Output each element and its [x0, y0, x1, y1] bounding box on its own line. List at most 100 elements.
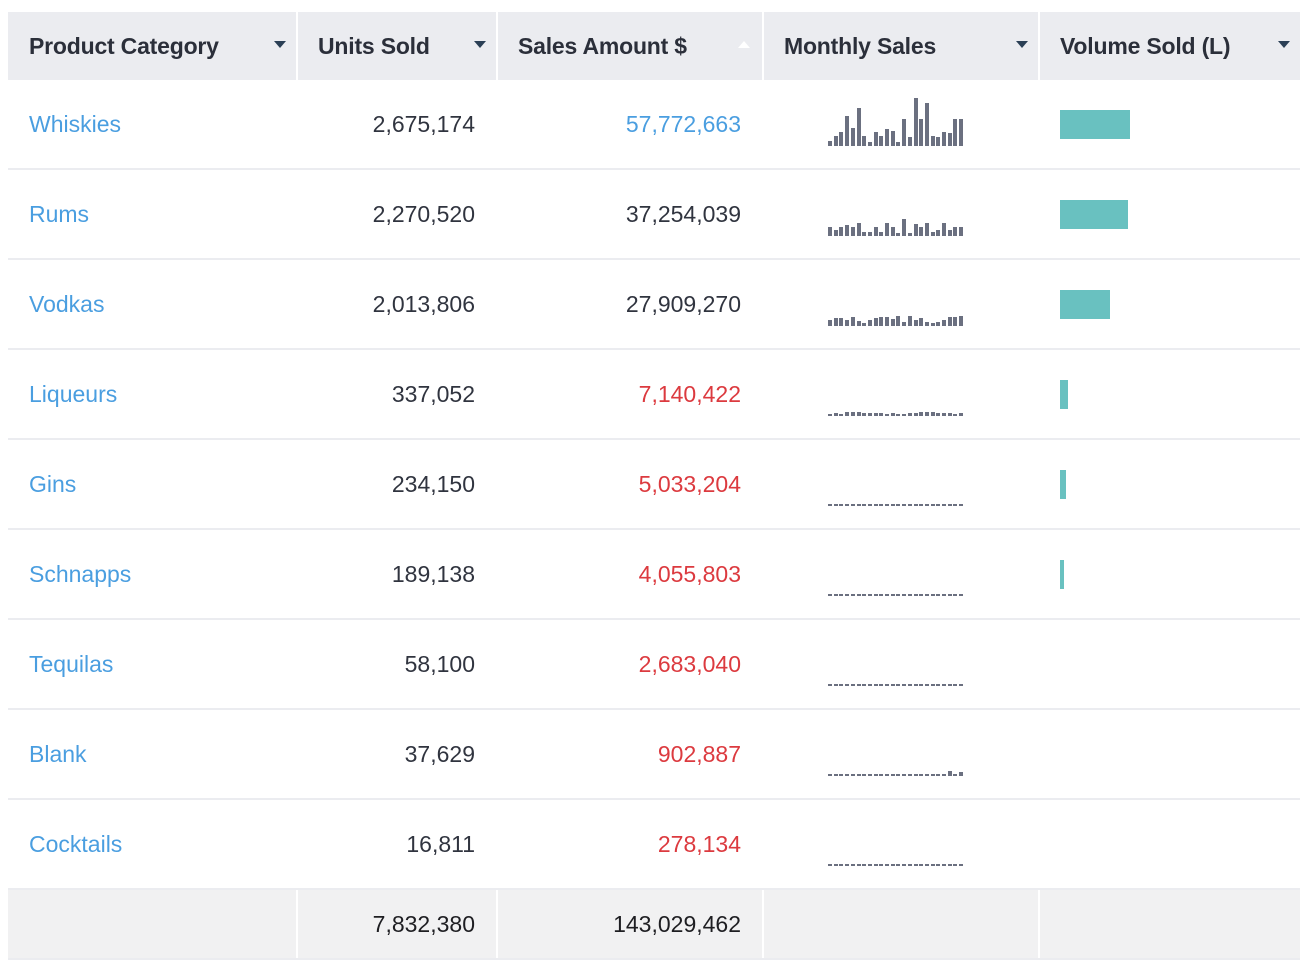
sparkline-bar [896, 594, 901, 596]
category-cell: Liqueurs [8, 350, 296, 438]
sparkline-bar [907, 774, 912, 776]
category-link[interactable]: Whiskies [29, 110, 122, 137]
sparkline-bar [930, 684, 935, 686]
monthly-sales-sparkline [828, 800, 966, 888]
sparkline-bar [850, 594, 855, 596]
sparkline-bar [856, 594, 861, 596]
sparkline-bar [845, 774, 850, 776]
sparkline-bar [845, 320, 850, 326]
sparkline-bar [936, 230, 941, 236]
sort-dropdown-icon[interactable] [1016, 41, 1028, 48]
sparkline-bar [953, 864, 958, 866]
sparkline-bar [896, 504, 901, 506]
sparkline-bar [850, 317, 855, 326]
sparkline-bar [919, 774, 924, 776]
sparkline-bar [942, 413, 946, 416]
sort-dropdown-icon[interactable] [474, 41, 486, 48]
header-label: Sales Amount $ [518, 32, 687, 59]
sparkline-bar [959, 684, 964, 686]
sort-ascending-icon[interactable] [738, 41, 750, 48]
sparkline-bar [902, 504, 907, 506]
category-link[interactable]: Cocktails [29, 830, 123, 857]
sparkline-bar [867, 413, 872, 416]
total-units-sold: 7,832,380 [298, 890, 496, 958]
category-cell: Blank [8, 710, 296, 798]
sort-dropdown-icon[interactable] [274, 41, 286, 48]
sparkline-bar [828, 864, 832, 866]
sparkline-bar [913, 594, 918, 596]
sparkline-bar [919, 412, 924, 416]
monthly-sales-sparkline [828, 620, 966, 708]
category-link[interactable]: Schnapps [29, 560, 132, 587]
sparkline-bar [839, 414, 844, 416]
sparkline-bar [913, 224, 918, 236]
sparkline-bar [828, 414, 832, 416]
sparkline-bar [942, 504, 946, 506]
category-link[interactable]: Rums [29, 200, 90, 227]
sparkline-bar [942, 864, 946, 866]
header-label: Monthly Sales [784, 32, 937, 59]
sparkline-bar [856, 504, 861, 506]
sparkline-bar [936, 137, 941, 146]
header-sales-amount[interactable]: Sales Amount $ [498, 12, 762, 80]
sparkline-bar [942, 774, 946, 776]
sparkline-bar [896, 233, 901, 236]
header-volume-sold[interactable]: Volume Sold (L) [1040, 12, 1300, 80]
sparkline-bar [885, 223, 889, 236]
sparkline-bar [947, 684, 952, 686]
sparkline-bar [845, 116, 850, 146]
monthly-sales-sparkline [828, 350, 966, 438]
sparkline-bar [890, 684, 895, 686]
sparkline-bar [839, 318, 844, 326]
totals-monthly-empty [764, 890, 1038, 958]
sparkline-bar [862, 684, 867, 686]
volume-bar [1060, 200, 1128, 229]
sparkline-bar [833, 230, 838, 236]
header-product-category[interactable]: Product Category [8, 12, 296, 80]
sales-amount-cell: 57,772,663 [625, 110, 741, 137]
sparkline-bar [845, 594, 850, 596]
sparkline-bar [839, 864, 844, 866]
sparkline-bar [862, 594, 867, 596]
sparkline-bar [907, 594, 912, 596]
monthly-sales-sparkline [828, 80, 966, 168]
monthly-sales-cell [764, 170, 1038, 258]
sparkline-bar [873, 774, 878, 776]
category-link[interactable]: Blank [29, 740, 87, 767]
sales-amount-cell: 902,887 [657, 740, 741, 767]
category-link[interactable]: Tequilas [29, 650, 114, 677]
sparkline-bar [867, 774, 872, 776]
sparkline-bar [856, 108, 861, 146]
sort-dropdown-icon[interactable] [1278, 41, 1290, 48]
sparkline-bar [896, 864, 901, 866]
sparkline-bar [953, 594, 958, 596]
category-link[interactable]: Vodkas [29, 290, 105, 317]
table-row: Liqueurs 337,052 7,140,422 [8, 350, 1300, 440]
sparkline-bar [959, 772, 964, 776]
monthly-sales-cell [764, 440, 1038, 528]
sparkline-bar [890, 131, 895, 146]
category-cell: Gins [8, 440, 296, 528]
category-link[interactable]: Gins [29, 470, 77, 497]
sparkline-bar [913, 504, 918, 506]
sparkline-bar [850, 412, 855, 416]
category-cell: Whiskies [8, 80, 296, 168]
sales-amount-cell: 5,033,204 [638, 470, 741, 497]
sparkline-bar [833, 864, 838, 866]
sparkline-bar [890, 504, 895, 506]
sparkline-bar [833, 594, 838, 596]
sales-amount-cell: 27,909,270 [625, 290, 741, 317]
category-cell: Vodkas [8, 260, 296, 348]
sparkline-bar [890, 864, 895, 866]
sparkline-bar [924, 774, 929, 776]
header-monthly-sales[interactable]: Monthly Sales [764, 12, 1038, 80]
category-link[interactable]: Liqueurs [29, 380, 118, 407]
monthly-sales-sparkline [828, 530, 966, 618]
sparkline-bar [896, 414, 901, 416]
sparkline-bar [890, 774, 895, 776]
sparkline-bar [890, 227, 895, 236]
sparkline-bar [930, 136, 935, 146]
sparkline-bar [828, 594, 832, 596]
sparkline-bar [902, 414, 907, 416]
header-units-sold[interactable]: Units Sold [298, 12, 496, 80]
